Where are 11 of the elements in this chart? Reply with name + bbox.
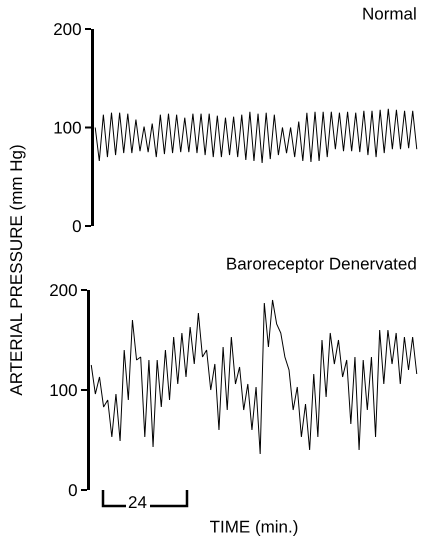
y-tick-label: 100 — [53, 118, 82, 138]
y-tick-label: 100 — [49, 380, 78, 400]
y-tick-label: 0 — [68, 480, 78, 500]
y-tick-label: 200 — [49, 280, 78, 300]
y-tick-label: 0 — [72, 216, 82, 236]
y-axis-title: ARTERIAL PRESSURE (mm Hg) — [7, 144, 27, 396]
text: 24 — [128, 493, 147, 513]
chart-title: Normal — [362, 4, 417, 24]
x-axis-title: TIME (min.) — [210, 517, 298, 536]
y-tick-label: 200 — [53, 20, 82, 39]
chart-title: Baroreceptor Denervated — [226, 254, 417, 274]
